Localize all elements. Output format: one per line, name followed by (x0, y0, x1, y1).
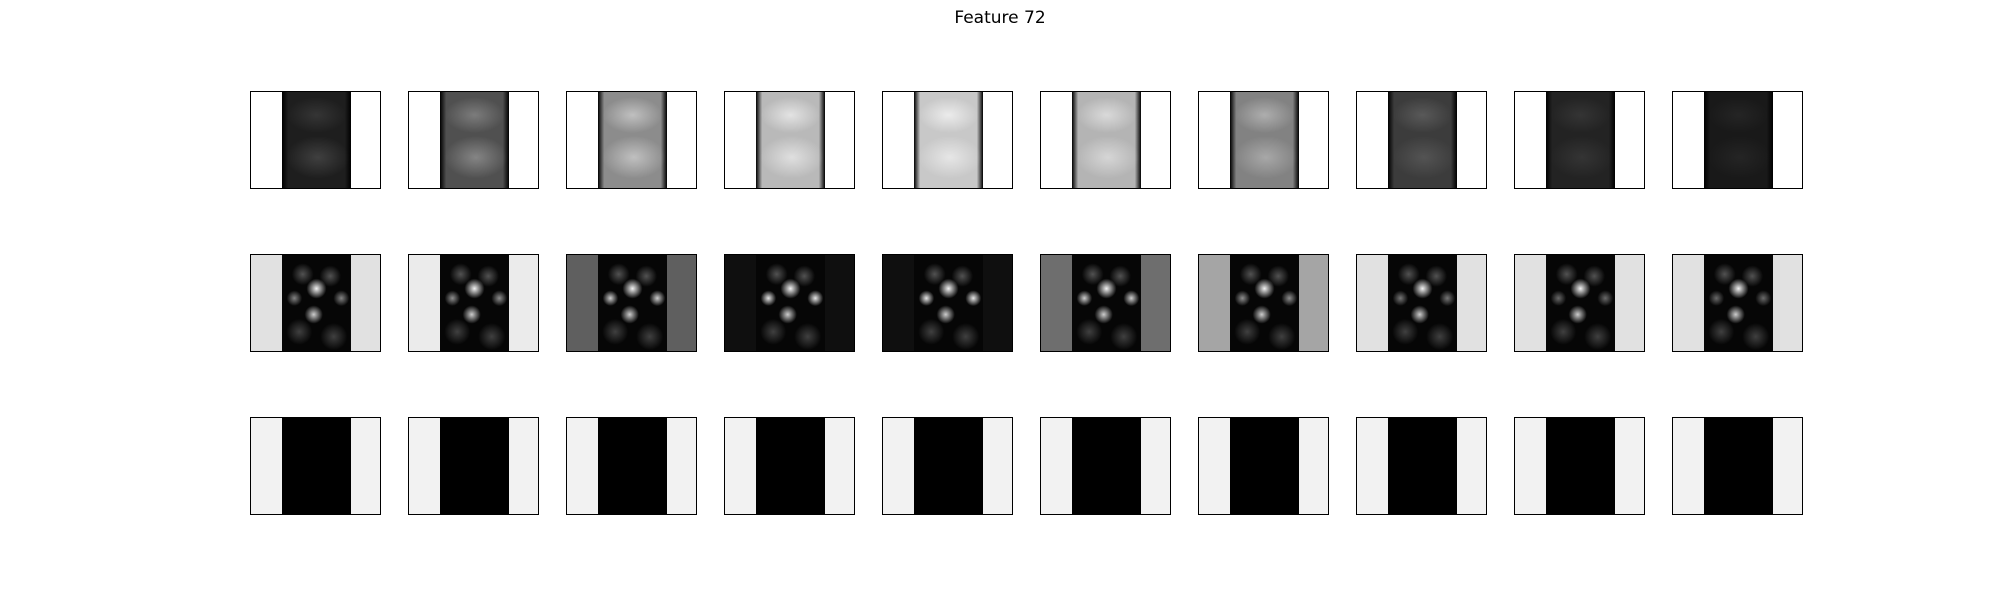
feature-tile-r1-c3 (566, 91, 697, 189)
feature-tile-r2-c9 (1514, 254, 1645, 352)
feature-tile-r3-c2 (408, 417, 539, 515)
feature-tile-r2-c10 (1672, 254, 1803, 352)
feature-tile-r3-c10 (1672, 417, 1803, 515)
activation-band (1704, 92, 1773, 188)
activation-band (914, 92, 983, 188)
feature-tile-r2-c2 (408, 254, 539, 352)
feature-tile-r3-c1 (250, 417, 381, 515)
feature-tile-r3-c3 (566, 417, 697, 515)
activation-band (1388, 255, 1457, 351)
activation-band (1230, 92, 1299, 188)
activation-band (440, 92, 509, 188)
activation-band (1388, 418, 1457, 514)
feature-tile-r3-c7 (1198, 417, 1329, 515)
activation-band (1072, 255, 1141, 351)
feature-tile-r3-c5 (882, 417, 1013, 515)
activation-band (1704, 255, 1773, 351)
feature-tile-r2-c4 (724, 254, 855, 352)
feature-tile-r1-c10 (1672, 91, 1803, 189)
activation-band (440, 418, 509, 514)
activation-band (282, 255, 351, 351)
feature-tile-r2-c6 (1040, 254, 1171, 352)
feature-tile-r2-c8 (1356, 254, 1487, 352)
activation-band (756, 92, 825, 188)
activation-band (914, 255, 983, 351)
activation-band (756, 418, 825, 514)
activation-band (1546, 418, 1615, 514)
activation-band (1230, 255, 1299, 351)
activation-band (1546, 92, 1615, 188)
activation-band (598, 255, 667, 351)
activation-band (1230, 418, 1299, 514)
activation-band (914, 418, 983, 514)
feature-tile-r1-c6 (1040, 91, 1171, 189)
figure-title: Feature 72 (954, 8, 1046, 28)
feature-tile-r1-c2 (408, 91, 539, 189)
activation-band (1388, 92, 1457, 188)
activation-band (598, 418, 667, 514)
feature-tile-r2-c1 (250, 254, 381, 352)
feature-tile-r1-c5 (882, 91, 1013, 189)
feature-tile-r3-c9 (1514, 417, 1645, 515)
feature-tile-r1-c7 (1198, 91, 1329, 189)
feature-tile-r2-c3 (566, 254, 697, 352)
activation-band (1072, 418, 1141, 514)
activation-band (282, 418, 351, 514)
feature-tile-r2-c5 (882, 254, 1013, 352)
feature-tile-r3-c4 (724, 417, 855, 515)
feature-tile-r1-c8 (1356, 91, 1487, 189)
activation-band (598, 92, 667, 188)
feature-tile-r1-c9 (1514, 91, 1645, 189)
feature-tile-r1-c4 (724, 91, 855, 189)
activation-band (1072, 92, 1141, 188)
activation-band (440, 255, 509, 351)
feature-tile-r3-c8 (1356, 417, 1487, 515)
feature-tile-r3-c6 (1040, 417, 1171, 515)
activation-band (282, 92, 351, 188)
feature-tile-r1-c1 (250, 91, 381, 189)
feature-tile-r2-c7 (1198, 254, 1329, 352)
activation-band (1704, 418, 1773, 514)
activation-band (756, 255, 825, 351)
activation-band (1546, 255, 1615, 351)
